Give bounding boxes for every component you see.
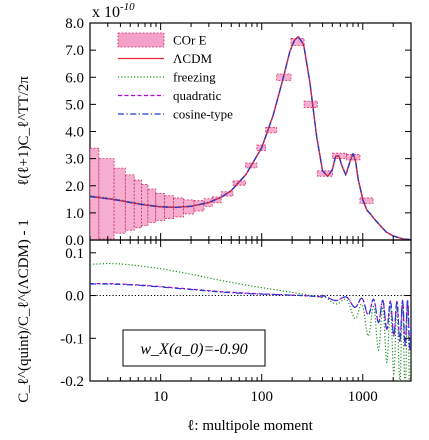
scale-label: x 10-10 bbox=[92, 1, 135, 21]
core-error-box bbox=[332, 152, 348, 160]
legend-label-freezing: freezing bbox=[173, 70, 216, 85]
legend-label-quadratic: quadratic bbox=[173, 88, 222, 103]
bottom-x-tick-label: 10 bbox=[153, 389, 168, 405]
top-y-tick-label: 3.0 bbox=[65, 152, 84, 168]
annotation-frame bbox=[122, 329, 266, 367]
legend: COr E ΛCDM freezing quadratic cosine-type bbox=[117, 32, 233, 122]
legend-swatch-core bbox=[117, 32, 165, 48]
top-curve-cosine-overlay bbox=[90, 35, 411, 240]
bottom-y-tick-label: 0.0 bbox=[65, 289, 84, 305]
bottom-panel: -0.2-0.10.00.1 10 100 1000 C_ℓ^(quint)/C_ℓ… bbox=[16, 219, 412, 434]
top-y-tick-label: 7.0 bbox=[65, 43, 84, 59]
x-axis-label: ℓ: multipole moment bbox=[187, 418, 313, 434]
core-error-box bbox=[232, 180, 247, 186]
core-error-box bbox=[303, 100, 318, 109]
top-y-axis-label: ℓ(ℓ+1)C_ℓ^TT/2π bbox=[16, 76, 32, 186]
annotation-box: w_X(a_0)=-0.90 bbox=[122, 329, 266, 367]
top-panel: 0.0 1.0 2.0 3.0 4.0 5.0 6.0 7.0 8.0 x 10-10 ℓ(ℓ+… bbox=[16, 1, 412, 249]
core-error-box bbox=[290, 38, 305, 46]
top-y-tick-label: 5.0 bbox=[65, 97, 84, 113]
legend-label-cosine: cosine-type bbox=[173, 107, 233, 122]
top-y-tick-label: 2.0 bbox=[65, 179, 84, 195]
bottom-x-tick-label: 1000 bbox=[348, 389, 378, 405]
top-y-tick-label: 6.0 bbox=[65, 70, 84, 86]
top-y-axis: 0.0 1.0 2.0 3.0 4.0 5.0 6.0 7.0 8.0 bbox=[65, 16, 411, 249]
annotation-text: w_X(a_0)=-0.90 bbox=[140, 341, 247, 358]
core-error-box bbox=[359, 197, 374, 204]
bottom-curve-cosine bbox=[90, 283, 411, 351]
top-y-tick-label: 0.0 bbox=[65, 233, 84, 249]
bottom-y-tick-label: 0.1 bbox=[65, 246, 84, 262]
core-error-box bbox=[346, 154, 361, 161]
top-x-ticks bbox=[89, 23, 412, 240]
legend-label-core: COr E bbox=[173, 33, 207, 48]
top-y-tick-label: 4.0 bbox=[65, 125, 84, 141]
top-y-tick-label: 8.0 bbox=[65, 16, 84, 32]
legend-label-lcdm: ΛCDM bbox=[173, 51, 212, 66]
bottom-curves bbox=[90, 262, 411, 381]
bottom-y-axis: -0.2 -0.1 0.0 0.1 bbox=[60, 246, 411, 390]
bottom-x-axis: 10 100 1000 bbox=[89, 240, 412, 405]
bottom-panel-frame bbox=[89, 239, 412, 382]
core-error-box bbox=[265, 127, 278, 134]
bottom-y-axis-label: C_ℓ^(quint)/C_ℓ^(ΛCDM) - 1 bbox=[16, 219, 32, 403]
top-curves bbox=[90, 35, 411, 240]
bottom-x-tick-label: 100 bbox=[250, 389, 273, 405]
top-y-tick-label: 1.0 bbox=[65, 206, 84, 222]
bottom-y-tick-label: -0.2 bbox=[60, 374, 84, 390]
core-error-boxes bbox=[90, 38, 374, 240]
bottom-y-tick-label: -0.1 bbox=[60, 331, 84, 347]
